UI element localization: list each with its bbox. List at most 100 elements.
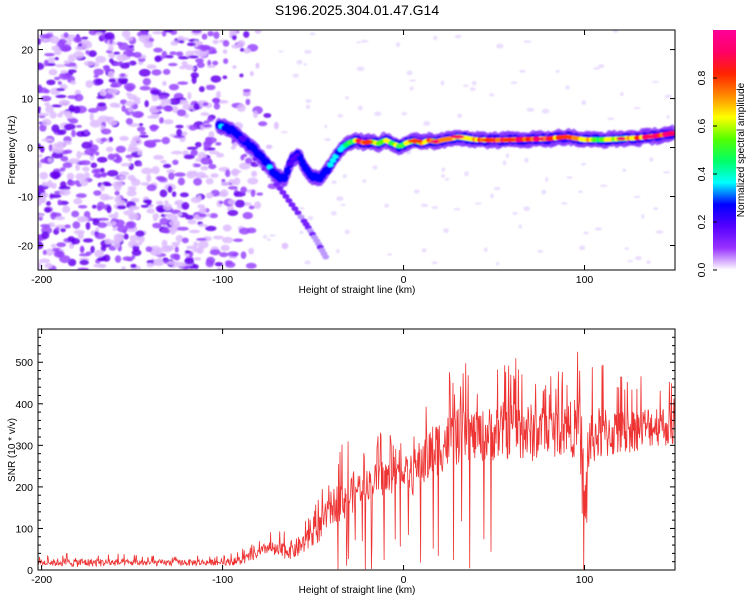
- noise-blob: [84, 129, 89, 135]
- noise-blob: [95, 31, 103, 36]
- noise-blob: [203, 146, 209, 152]
- noise-blob: [107, 153, 116, 160]
- noise-blob: [60, 156, 69, 162]
- noise-blob: [176, 128, 183, 137]
- noise-blob: [109, 58, 114, 64]
- noise-blob: [444, 177, 450, 181]
- noise-blob: [120, 162, 131, 167]
- noise-blob: [242, 48, 251, 54]
- noise-blob: [195, 171, 207, 179]
- noise-blob: [94, 78, 104, 85]
- noise-blob: [58, 38, 67, 45]
- noise-blob: [207, 30, 214, 37]
- noise-blob: [565, 85, 570, 90]
- noise-blob: [336, 196, 344, 202]
- noise-blob: [170, 253, 180, 260]
- noise-blob: [232, 142, 238, 147]
- noise-blob: [373, 111, 382, 117]
- noise-blob: [174, 246, 179, 253]
- noise-blob: [580, 162, 587, 166]
- noise-blob: [119, 136, 129, 141]
- noise-blob: [131, 255, 136, 260]
- noise-blob: [406, 70, 413, 76]
- snr-y-tick-label: 500: [15, 357, 33, 369]
- noise-blob: [116, 54, 128, 62]
- noise-blob: [97, 217, 110, 221]
- noise-blob: [471, 80, 477, 86]
- noise-blob: [337, 114, 344, 118]
- noise-blob: [212, 60, 219, 66]
- noise-blob: [66, 172, 75, 181]
- noise-blob: [71, 129, 76, 138]
- noise-blob: [210, 173, 219, 178]
- branch-blob: [285, 198, 293, 204]
- noise-blob: [127, 106, 134, 113]
- snr-series-line: [38, 351, 675, 570]
- noise-blob: [138, 123, 144, 127]
- noise-blob: [78, 217, 86, 223]
- noise-blob: [420, 203, 429, 208]
- noise-blob: [137, 126, 146, 132]
- noise-blob: [193, 241, 199, 248]
- spectrogram-y-tick-label: 0: [27, 143, 33, 155]
- noise-blob: [360, 39, 369, 43]
- noise-blob: [97, 115, 110, 123]
- noise-blob: [146, 174, 152, 183]
- ridge-peak: [664, 131, 675, 136]
- noise-blob: [161, 136, 171, 145]
- noise-blob: [127, 221, 134, 227]
- noise-blob: [51, 147, 56, 152]
- noise-blob: [54, 56, 59, 61]
- noise-blob: [205, 213, 211, 217]
- noise-blob: [153, 260, 165, 267]
- noise-blob: [52, 247, 60, 252]
- noise-blob: [169, 51, 177, 56]
- noise-blob: [118, 61, 123, 65]
- noise-blob: [99, 193, 110, 201]
- noise-blob: [132, 212, 140, 220]
- noise-blob: [176, 212, 183, 217]
- noise-blob: [233, 238, 244, 243]
- noise-blob: [108, 78, 117, 83]
- noise-blob: [493, 186, 501, 191]
- noise-blob: [45, 248, 54, 256]
- noise-blob: [151, 95, 158, 102]
- noise-blob: [372, 165, 378, 170]
- noise-blob: [45, 105, 54, 114]
- noise-blob: [223, 58, 229, 64]
- noise-blob: [200, 165, 209, 171]
- noise-blob: [82, 238, 94, 243]
- noise-blob: [222, 224, 232, 232]
- noise-blob: [56, 242, 67, 248]
- noise-blob: [196, 62, 205, 68]
- noise-blob: [72, 221, 81, 229]
- noise-blob: [227, 209, 239, 217]
- noise-blob: [138, 68, 151, 77]
- ridge-core: [327, 162, 334, 168]
- noise-blob: [207, 117, 214, 122]
- noise-blob: [218, 200, 224, 205]
- noise-blob: [622, 168, 627, 172]
- spectrogram-x-tick-label: -200: [31, 274, 52, 286]
- noise-blob: [634, 256, 642, 261]
- noise-blob: [229, 30, 238, 36]
- noise-blob: [281, 242, 289, 250]
- noise-blob: [96, 201, 106, 210]
- noise-blob: [116, 225, 129, 233]
- noise-blob: [598, 64, 605, 68]
- noise-blob: [62, 205, 71, 214]
- noise-blob: [234, 199, 245, 208]
- noise-blob: [170, 40, 179, 46]
- noise-blob: [245, 262, 257, 269]
- noise-blob: [39, 158, 49, 164]
- noise-blob: [81, 36, 89, 40]
- noise-blob: [64, 149, 73, 154]
- noise-blob: [336, 248, 340, 254]
- noise-blob: [152, 222, 162, 229]
- noise-blob: [43, 59, 49, 67]
- noise-blob: [433, 35, 438, 41]
- noise-blob: [102, 254, 111, 262]
- noise-blob: [114, 255, 122, 263]
- noise-blob: [85, 80, 94, 88]
